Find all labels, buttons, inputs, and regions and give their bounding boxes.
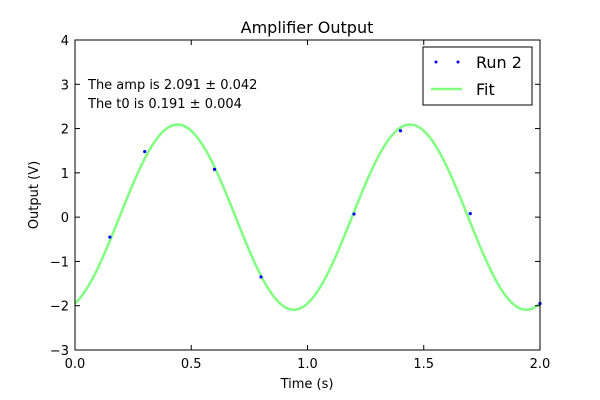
x-tick-label: 1.0	[297, 357, 318, 372]
y-tick-label: 4	[61, 34, 69, 49]
legend-label-run2: Run 2	[476, 53, 522, 72]
legend-marker-run2-right	[456, 60, 460, 64]
x-tick-label: 2.0	[530, 357, 551, 372]
y-tick-label: −3	[50, 344, 69, 359]
fit-line	[74, 123, 541, 311]
x-tick-label: 0.5	[181, 357, 202, 372]
legend-label-fit: Fit	[476, 80, 495, 99]
data-point-run2	[212, 167, 217, 171]
data-point-run2	[259, 275, 263, 279]
y-tick-label: −1	[50, 255, 69, 270]
y-tick-label: 2	[61, 123, 69, 138]
y-tick-label: 3	[61, 78, 69, 93]
legend: Run 2 Fit	[422, 46, 533, 106]
data-point-run2	[108, 235, 112, 239]
data-point-run2	[143, 150, 147, 154]
x-tick-label: 0.0	[65, 357, 86, 372]
annotation-t0: The t0 is 0.191 ± 0.004	[87, 97, 242, 112]
x-axis-label: Time (s)	[280, 377, 334, 392]
y-tick-label: 0	[61, 211, 69, 226]
annotations: The amp is 2.091 ± 0.042 The t0 is 0.191…	[87, 78, 257, 112]
plot-area: 0.0 0.5 1.0 1.5 2.0 −3 −2 −1 0 1 2 3 4	[50, 34, 551, 372]
y-tick-label: 1	[61, 167, 69, 182]
legend-marker-run2-left	[434, 60, 438, 64]
x-tick-label: 1.5	[413, 357, 434, 372]
chart-title: Amplifier Output	[241, 18, 374, 37]
y-tick-label: −2	[50, 300, 69, 315]
data-point-run2	[398, 129, 403, 133]
annotation-amp: The amp is 2.091 ± 0.042	[87, 78, 257, 93]
data-point-run2	[468, 212, 472, 216]
data-point-run2	[352, 212, 356, 216]
y-axis-label: Output (V)	[27, 161, 42, 229]
legend-box	[422, 46, 533, 106]
